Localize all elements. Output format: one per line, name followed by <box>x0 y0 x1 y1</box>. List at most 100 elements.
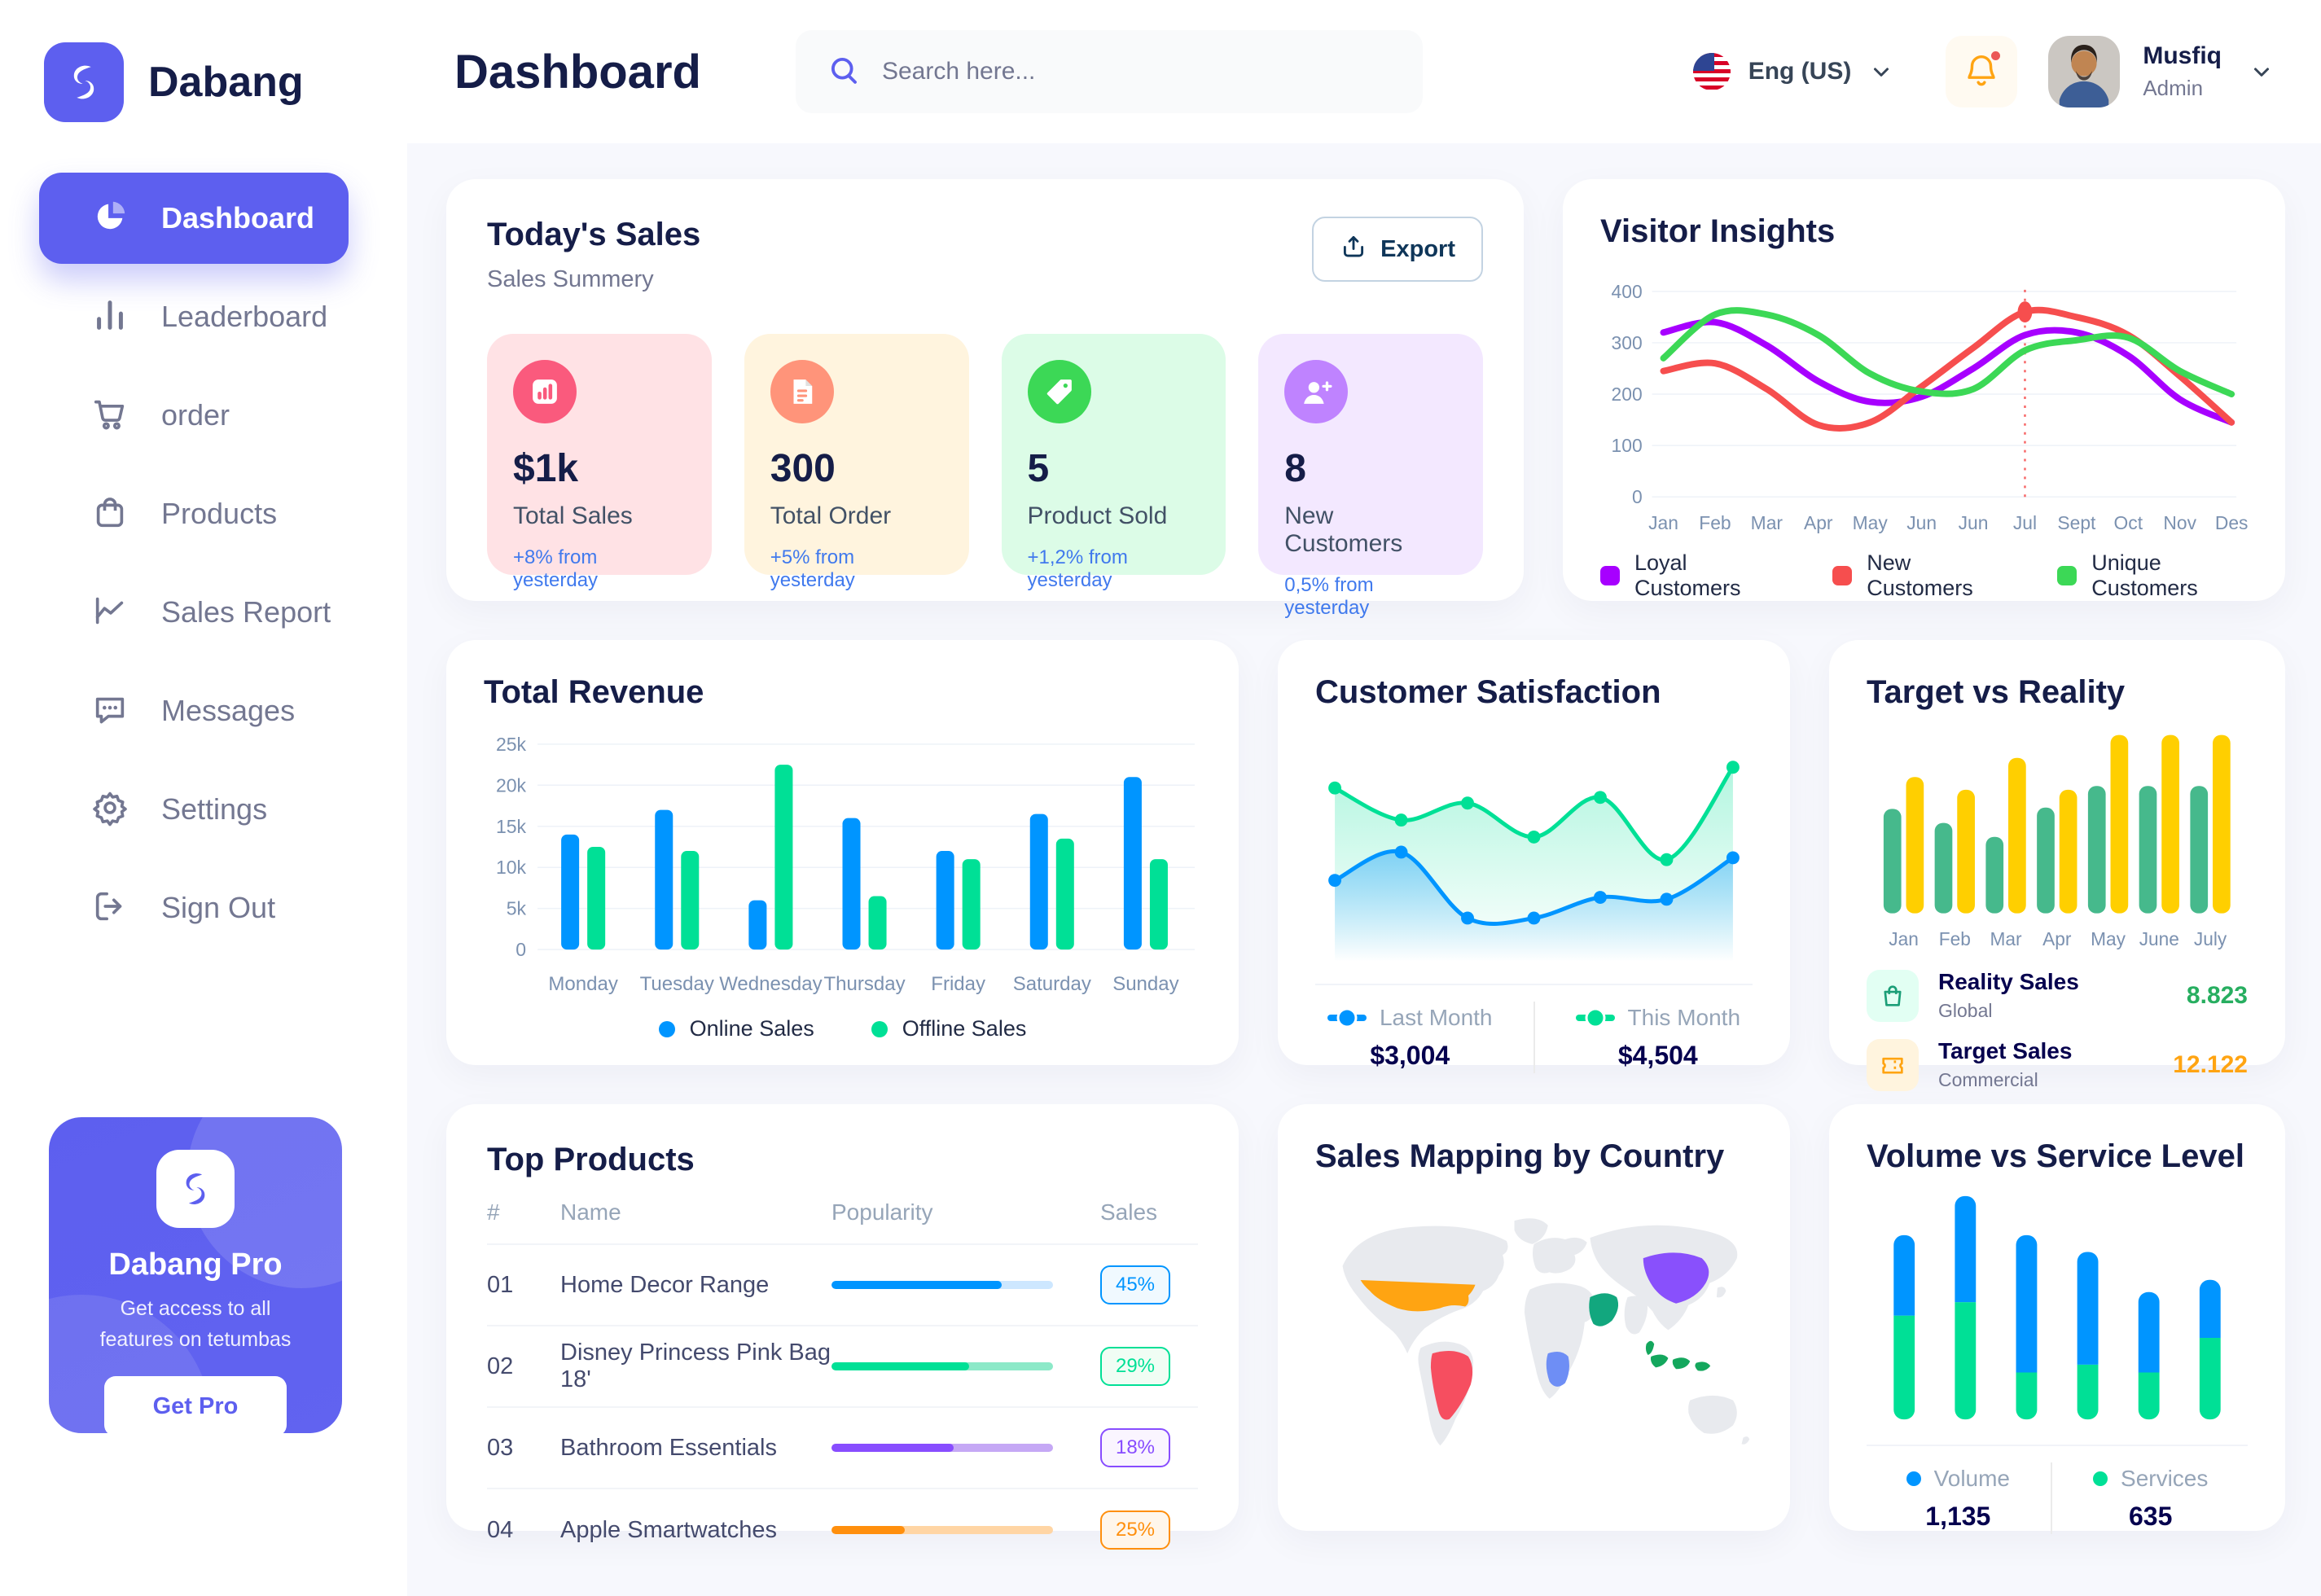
sidebar-item-dashboard[interactable]: Dashboard <box>39 173 349 264</box>
svg-text:June: June <box>2139 928 2179 949</box>
language-label: Eng (US) <box>1748 58 1852 85</box>
product-name: Bathroom Essentials <box>560 1434 777 1461</box>
user-menu[interactable]: Musfiq Admin <box>2048 36 2274 107</box>
message-icon <box>91 691 129 732</box>
legend-swatch <box>1600 566 1620 585</box>
legend-label: Last Month <box>1379 1004 1493 1030</box>
language-selector[interactable]: Eng (US) <box>1692 53 1894 90</box>
dabang-pro-logo-icon <box>156 1150 235 1228</box>
shopping-bag-icon <box>1867 969 1919 1022</box>
top-products-title: Top Products <box>487 1142 695 1177</box>
sidebar-item-label: order <box>161 398 230 432</box>
product-name: Home Decor Range <box>560 1271 770 1298</box>
pro-promo-card: Dabang Pro Get access to all features on… <box>49 1117 342 1433</box>
legend-label: Reality Sales <box>1938 969 2079 994</box>
legend-value: 635 <box>2129 1501 2173 1531</box>
svg-text:20k: 20k <box>496 774 527 796</box>
visitor-insights-chart: 0 100 200 300 400 Jan Feb Mar Apr May Jun Jun Jul Sep… <box>1612 281 2249 533</box>
legend-label: Target Sales <box>1938 1038 2073 1063</box>
stat-value: 300 <box>770 447 836 490</box>
legend-value: $4,504 <box>1617 1040 1698 1070</box>
legend-swatch <box>1327 1014 1367 1021</box>
bar-chart-icon <box>91 296 129 338</box>
sales-cell: 18% <box>1100 1428 1198 1467</box>
table-header: # Name Popularity Sales <box>487 1199 1198 1245</box>
export-button[interactable]: Export <box>1312 217 1483 282</box>
total-revenue-card: Total Revenue 0 5k 10k 15k 20k 25k Monday Tuesd… <box>446 640 1239 1065</box>
user-role: Admin <box>2143 76 2204 100</box>
customer-satisfaction-title: Customer Satisfaction <box>1315 674 1661 710</box>
stat-tag-icon <box>1027 360 1091 423</box>
svg-text:0: 0 <box>516 939 526 960</box>
sidebar-item-sales-report[interactable]: Sales Report <box>39 567 349 658</box>
sidebar-item-messages[interactable]: Messages <box>39 665 349 756</box>
legend-label: Services <box>2121 1465 2209 1491</box>
legend-item: Volume 1,135 <box>1906 1466 2010 1532</box>
product-rank: 03 <box>487 1434 514 1461</box>
svg-text:July: July <box>2194 928 2227 949</box>
sales-mapping-card: Sales Mapping by Country <box>1278 1104 1790 1531</box>
table-row[interactable]: 04 Apple Smartwatches 25% <box>487 1489 1198 1571</box>
stat-delta: +1,2% from yesterday <box>1027 546 1128 591</box>
notifications-button[interactable] <box>1946 36 2018 107</box>
svg-text:100: 100 <box>1612 435 1643 456</box>
todays-sales-title: Today's Sales <box>487 217 701 252</box>
sales-badge: 25% <box>1100 1510 1170 1550</box>
svg-text:300: 300 <box>1612 332 1643 353</box>
svg-text:Oct: Oct <box>2114 512 2143 533</box>
brand[interactable]: Dabang <box>0 0 407 122</box>
legend-divider <box>1533 1002 1535 1073</box>
sales-cell: 45% <box>1100 1265 1198 1304</box>
product-rank: 04 <box>487 1516 514 1543</box>
sidebar-item-products[interactable]: Products <box>39 468 349 559</box>
sign-out-icon <box>91 888 129 929</box>
get-pro-button[interactable]: Get Pro <box>104 1376 287 1433</box>
brand-name: Dabang <box>148 59 304 106</box>
promo-title: Dabang Pro <box>108 1247 283 1282</box>
sidebar-item-label: Products <box>161 497 278 530</box>
gear-icon <box>91 789 129 831</box>
legend-swatch <box>1575 1014 1615 1021</box>
visitor-insights-title: Visitor Insights <box>1600 213 1836 249</box>
product-rank: 01 <box>487 1271 514 1298</box>
legend-item: New Customers <box>1832 550 2000 601</box>
legend-swatch <box>658 1020 675 1037</box>
legend-item: This Month $4,504 <box>1575 1005 1740 1071</box>
product-name: Disney Princess Pink Bag 18' <box>560 1340 831 1392</box>
svg-text:5k: 5k <box>507 898 527 919</box>
customer-satisfaction-card: Customer Satisfaction Last Month $3,004 Th… <box>1278 640 1790 1073</box>
sidebar-nav: Dashboard Leaderboard order Products Sales R… <box>0 173 407 954</box>
legend-item: Online Sales <box>658 1016 814 1041</box>
customer-satisfaction-legend: Last Month $3,004 This Month $4,504 <box>1315 1002 1753 1073</box>
sidebar-item-leaderboard[interactable]: Leaderboard <box>39 271 349 362</box>
stat-label: Total Sales <box>513 502 633 529</box>
page-title: Dashboard <box>454 45 701 99</box>
chevron-down-icon <box>2249 59 2274 84</box>
sidebar-item-sign-out[interactable]: Sign Out <box>39 862 349 954</box>
stat-delta: +5% from yesterday <box>770 546 855 591</box>
svg-text:Monday: Monday <box>548 973 617 995</box>
target-vs-reality-title: Target vs Reality <box>1867 674 2126 710</box>
legend-swatch <box>1906 1471 1921 1486</box>
map-united-states <box>1360 1279 1476 1312</box>
search-input[interactable] <box>881 58 1392 86</box>
pie-chart-icon <box>91 198 129 239</box>
sidebar-item-order[interactable]: order <box>39 370 349 461</box>
main-area: Dashboard Eng (US) Musfiq <box>407 0 2321 1596</box>
target-vs-reality-card: Target vs Reality Jan Feb Mar Apr May June Jul… <box>1829 640 2285 1091</box>
promo-description: Get access to all features on tetumbas <box>99 1297 292 1351</box>
stat-value: $1k <box>513 447 579 490</box>
sidebar-item-settings[interactable]: Settings <box>39 764 349 855</box>
svg-text:Tuesday: Tuesday <box>640 973 714 995</box>
table-row[interactable]: 02 Disney Princess Pink Bag 18' 29% <box>487 1326 1198 1408</box>
table-row[interactable]: 03 Bathroom Essentials 18% <box>487 1408 1198 1489</box>
table-row[interactable]: 01 Home Decor Range 45% <box>487 1245 1198 1326</box>
sidebar-item-label: Dashboard <box>161 201 315 235</box>
svg-text:Nov: Nov <box>2163 512 2196 533</box>
svg-text:Jul: Jul <box>2013 512 2037 533</box>
volume-vs-service-chart <box>1893 1195 2221 1420</box>
svg-text:Sunday: Sunday <box>1112 973 1178 995</box>
stat-card-total-order: 300 Total Order +5% from yesterday <box>744 334 969 591</box>
legend-value: 8.823 <box>2186 981 2248 1009</box>
